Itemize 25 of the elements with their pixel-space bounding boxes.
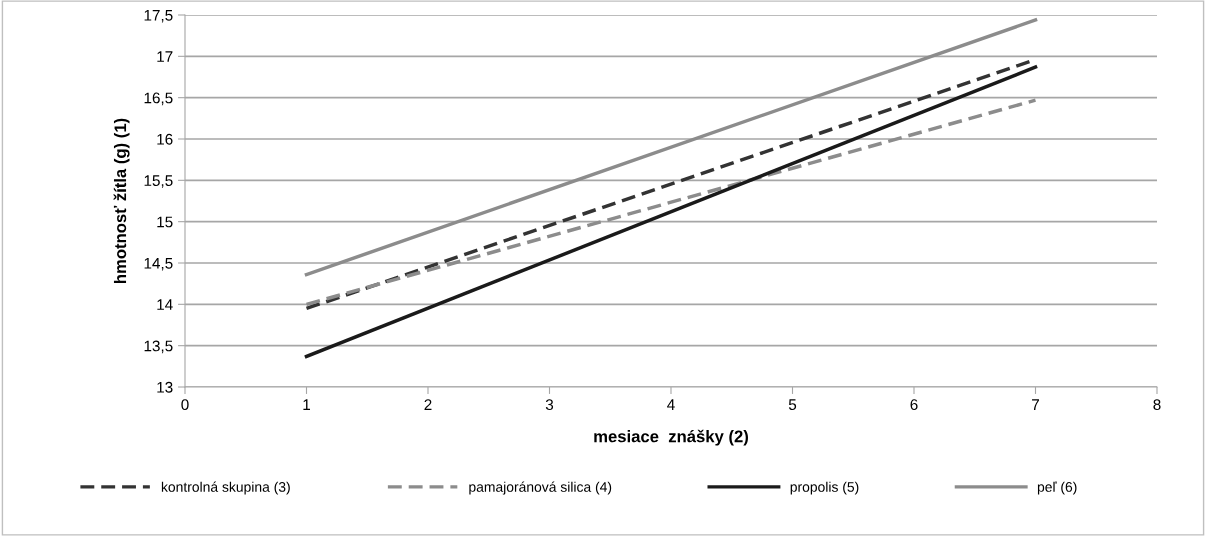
x-tick-label: 6 — [910, 399, 918, 411]
y-tick-label: 16,5 — [144, 92, 173, 106]
y-tick-label: 14,5 — [144, 258, 173, 271]
y-tick-label: 15,5 — [144, 175, 173, 188]
y-tick-label: 13,5 — [144, 340, 173, 354]
y-tick-label: 16 — [157, 133, 173, 145]
legend-label: pamajoránová silica (4) — [469, 481, 612, 495]
x-tick-label: 7 — [1032, 399, 1039, 410]
y-tick-label: 17,5 — [144, 10, 173, 23]
y-axis-title: hmotnosť žítla (g) (1) — [113, 118, 130, 283]
y-tick-label: 17 — [157, 51, 173, 62]
y-tick-label: 13 — [157, 381, 173, 393]
x-tick-label: 3 — [545, 399, 554, 411]
y-tick-label: 14 — [157, 299, 173, 310]
y-tick-label: 15 — [157, 216, 173, 228]
legend-label: propolis (5) — [790, 481, 859, 495]
x-tick-label: 0 — [181, 399, 189, 411]
x-tick-label: 4 — [667, 399, 675, 410]
legend-label: kontrolná skupina (3) — [161, 481, 290, 495]
legend-label: peľ (6) — [1037, 481, 1077, 495]
x-tick-label: 2 — [424, 399, 432, 410]
x-tick-label: 8 — [1153, 399, 1161, 411]
x-axis-title: mesiace znášky (2) — [594, 429, 748, 446]
x-tick-label: 5 — [788, 399, 797, 411]
x-tick-label: 1 — [303, 399, 310, 410]
